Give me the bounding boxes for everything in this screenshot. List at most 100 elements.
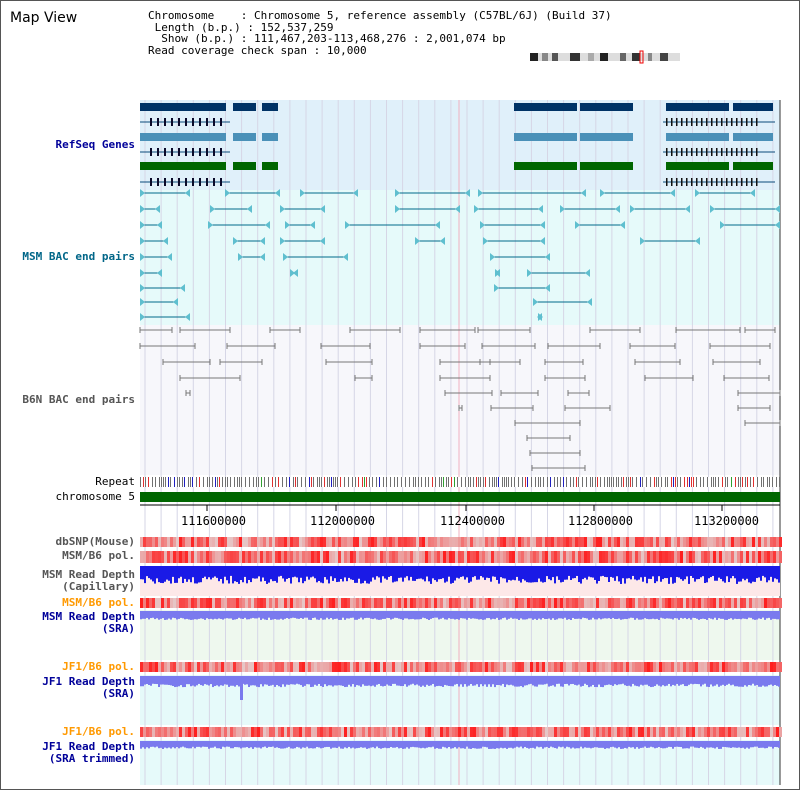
depth-bar <box>280 566 282 576</box>
jf1-b6-pol-label[interactable]: JF1/B6 pol. <box>62 660 135 673</box>
depth-bar <box>398 611 400 619</box>
pol-cell <box>425 551 428 563</box>
depth-bar <box>390 611 392 620</box>
pol-cell <box>401 598 404 608</box>
msm-depth-capillary-label[interactable]: MSM Read Depth (Capillary) <box>42 568 135 593</box>
depth-bar <box>580 611 582 620</box>
depth-bar <box>414 611 416 620</box>
depth-bar <box>298 741 300 748</box>
depth-bar <box>470 741 472 749</box>
depth-bar <box>234 676 236 687</box>
depth-bar <box>468 566 470 583</box>
msm-bac-label[interactable]: MSM BAC end pairs <box>22 250 135 263</box>
depth-bar <box>672 676 674 685</box>
depth-bar <box>480 676 482 685</box>
depth-bar <box>650 611 652 620</box>
pol-cell <box>581 662 584 672</box>
depth-bar <box>760 676 762 687</box>
depth-bar <box>328 741 330 747</box>
depth-bar <box>174 676 176 688</box>
pol-cell <box>776 551 779 563</box>
gene-exon <box>150 178 152 186</box>
repeat-mark <box>451 477 452 487</box>
depth-bar <box>322 741 324 748</box>
depth-bar <box>142 741 144 748</box>
gene-exon <box>199 178 201 186</box>
repeat-mark <box>278 477 279 487</box>
depth-bar <box>528 611 530 619</box>
depth-bar <box>406 741 408 748</box>
pol-cell <box>446 662 449 672</box>
repeat-mark <box>543 477 544 487</box>
b6n-bac-label[interactable]: B6N BAC end pairs <box>22 393 135 406</box>
depth-bar <box>618 741 620 748</box>
gene-exon <box>171 118 173 126</box>
jf1-depth-sra-label[interactable]: JF1 Read Depth (SRA) <box>42 675 135 700</box>
depth-bar <box>216 741 218 749</box>
pol-cell <box>263 662 266 672</box>
pol-cell <box>644 537 647 547</box>
depth-bar <box>490 611 492 620</box>
pol-cell <box>350 551 353 563</box>
msm-b6-pol-label[interactable]: MSM/B6 pol. <box>62 549 135 562</box>
pol-cell <box>461 662 464 672</box>
pol-cell <box>635 598 638 608</box>
msm-depth-sra-label[interactable]: MSM Read Depth (SRA) <box>42 610 135 635</box>
depth-bar <box>754 676 756 686</box>
repeat-mark <box>196 477 197 487</box>
depth-bar <box>396 566 398 582</box>
pol-cell <box>287 598 290 608</box>
pol-cell <box>671 727 674 737</box>
pol-cell <box>602 551 605 563</box>
gene-exon <box>220 178 222 186</box>
pol-cell <box>503 662 506 672</box>
depth-bar <box>732 676 734 685</box>
pol-cell <box>206 598 209 608</box>
pol-cell <box>308 727 311 737</box>
depth-bar <box>760 611 762 619</box>
repeat-mark <box>432 477 433 487</box>
depth-bar <box>542 676 544 685</box>
pol-cell <box>308 598 311 608</box>
repeat-mark <box>344 477 345 487</box>
depth-bar <box>730 611 732 619</box>
pol-cell <box>302 662 305 672</box>
depth-bar <box>746 676 748 687</box>
pol-cell <box>209 598 212 608</box>
depth-bar <box>716 611 718 620</box>
depth-bar <box>662 676 664 686</box>
jf1-depth-trimmed-label[interactable]: JF1 Read Depth (SRA trimmed) <box>42 740 135 765</box>
dbsnp-label[interactable]: dbSNP(Mouse) <box>55 535 135 548</box>
depth-bar <box>292 611 294 618</box>
pol-cell <box>227 662 230 672</box>
gene-exon <box>185 178 187 186</box>
depth-bar <box>386 676 388 685</box>
repeat-mark <box>331 477 332 487</box>
msm-b6-pol-sra-label[interactable]: MSM/B6 pol. <box>62 596 135 609</box>
repeat-mark <box>570 477 571 487</box>
depth-bar <box>376 611 378 620</box>
pol-cell <box>281 727 284 737</box>
pol-cell <box>632 598 635 608</box>
pol-cell <box>596 662 599 672</box>
jf1-b6-pol-trimmed-label[interactable]: JF1/B6 pol. <box>62 725 135 738</box>
pol-cell <box>491 551 494 563</box>
refseq-genes-label[interactable]: RefSeq Genes <box>55 138 135 151</box>
depth-bar <box>632 676 634 684</box>
depth-bar <box>452 741 454 749</box>
depth-bar <box>388 676 390 686</box>
depth-bar <box>508 676 510 686</box>
pol-cell <box>593 598 596 608</box>
pol-cell <box>470 598 473 608</box>
repeat-mark <box>470 477 471 487</box>
pol-cell <box>599 598 602 608</box>
pol-cell <box>341 598 344 608</box>
pol-cell <box>371 551 374 563</box>
depth-bar <box>658 611 660 620</box>
depth-bar <box>366 741 368 749</box>
pol-cell <box>449 598 452 608</box>
pol-cell <box>254 551 257 563</box>
pol-cell <box>395 551 398 563</box>
depth-bar <box>492 676 494 685</box>
